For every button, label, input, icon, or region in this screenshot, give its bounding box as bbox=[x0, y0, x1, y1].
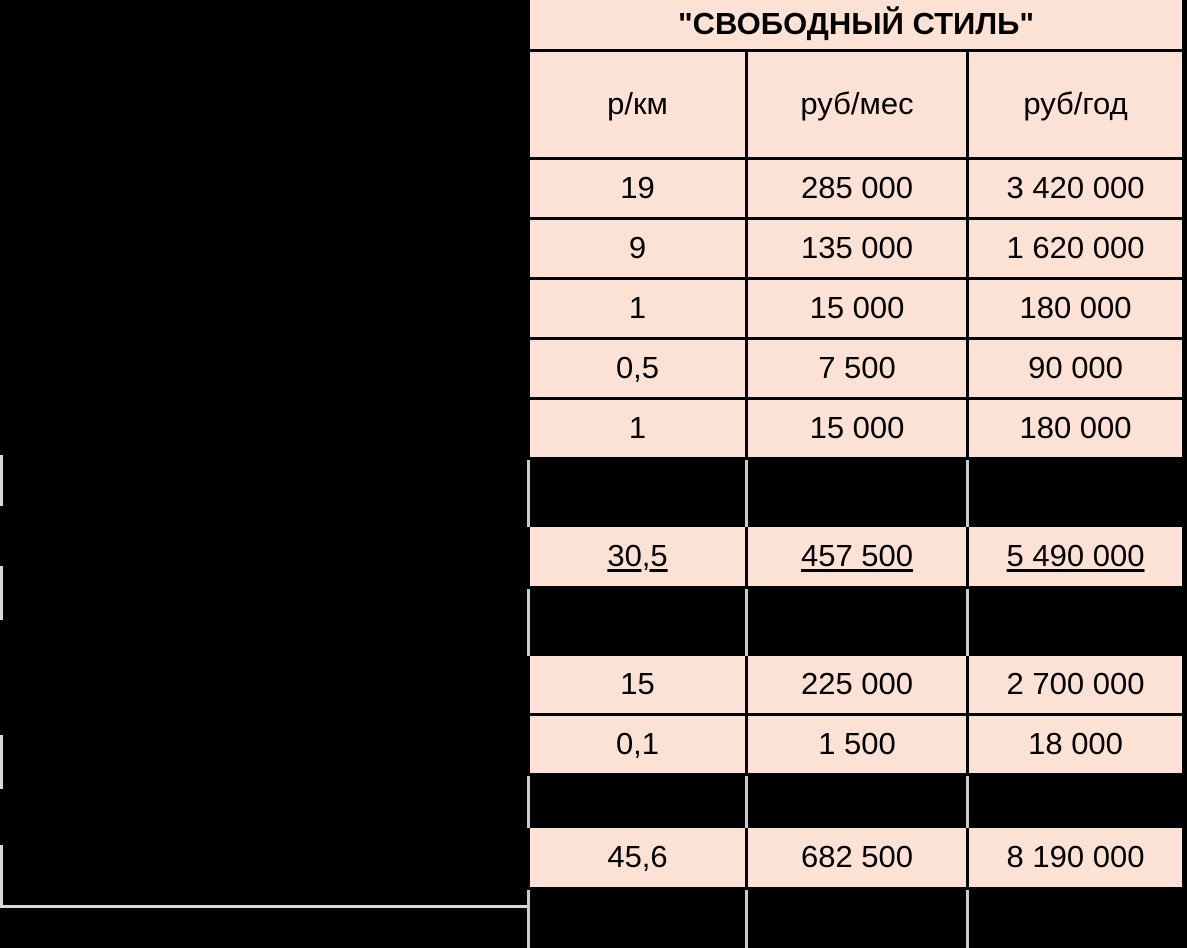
redacted-cell bbox=[747, 588, 968, 655]
edge-rule-mark bbox=[0, 735, 3, 789]
table-title-row: "СВОБОДНЫЙ СТИЛЬ" bbox=[529, 0, 1184, 51]
cell-subtotal-rub-per-month: 457 500 bbox=[747, 526, 968, 588]
table-title: "СВОБОДНЫЙ СТИЛЬ" bbox=[529, 0, 1184, 51]
cell-rub-per-km: 1 bbox=[529, 279, 747, 339]
cell-rub-per-km: 0,1 bbox=[529, 715, 747, 775]
redacted-row bbox=[529, 459, 1184, 526]
cell-subtotal-rub-per-km: 30,5 bbox=[529, 526, 747, 588]
cell-rub-per-month: 135 000 bbox=[747, 219, 968, 279]
cell-rub-per-year: 3 420 000 bbox=[968, 159, 1184, 219]
table-row: 1 15 000 180 000 bbox=[529, 279, 1184, 339]
cell-rub-per-km: 9 bbox=[529, 219, 747, 279]
cell-total-rub-per-month: 682 500 bbox=[747, 827, 968, 889]
cell-rub-per-month: 225 000 bbox=[747, 655, 968, 715]
redacted-cell bbox=[747, 889, 968, 948]
cell-total-rub-per-year: 8 190 000 bbox=[968, 827, 1184, 889]
table-row-grand-total: 45,6 682 500 8 190 000 bbox=[529, 827, 1184, 889]
redacted-cell bbox=[968, 775, 1184, 827]
redacted-cell bbox=[747, 775, 968, 827]
redacted-cell bbox=[968, 459, 1184, 526]
column-header-rub-per-month: руб/мес bbox=[747, 51, 968, 159]
cell-rub-per-month: 15 000 bbox=[747, 399, 968, 459]
edge-rule-mark bbox=[0, 566, 3, 620]
cell-rub-per-year: 2 700 000 bbox=[968, 655, 1184, 715]
edge-rule-mark bbox=[0, 845, 3, 905]
redacted-cell bbox=[529, 775, 747, 827]
cell-subtotal-rub-per-year: 5 490 000 bbox=[968, 526, 1184, 588]
cell-total-rub-per-km: 45,6 bbox=[529, 827, 747, 889]
redacted-row bbox=[529, 775, 1184, 827]
cell-rub-per-year: 180 000 bbox=[968, 279, 1184, 339]
redacted-cell bbox=[968, 588, 1184, 655]
table-header-row: р/км руб/мес руб/год bbox=[529, 51, 1184, 159]
cell-rub-per-year: 180 000 bbox=[968, 399, 1184, 459]
cell-rub-per-month: 285 000 bbox=[747, 159, 968, 219]
price-table: "СВОБОДНЫЙ СТИЛЬ" р/км руб/мес руб/год 1… bbox=[527, 0, 1185, 948]
edge-rule-mark bbox=[0, 455, 3, 506]
redacted-row bbox=[529, 588, 1184, 655]
page-root: "СВОБОДНЫЙ СТИЛЬ" р/км руб/мес руб/год 1… bbox=[0, 0, 1187, 908]
redacted-row bbox=[529, 889, 1184, 948]
cell-rub-per-km: 1 bbox=[529, 399, 747, 459]
table-row: 0,5 7 500 90 000 bbox=[529, 339, 1184, 399]
redacted-cell bbox=[747, 459, 968, 526]
table-row: 19 285 000 3 420 000 bbox=[529, 159, 1184, 219]
table-row: 9 135 000 1 620 000 bbox=[529, 219, 1184, 279]
cell-rub-per-km: 15 bbox=[529, 655, 747, 715]
table-row: 1 15 000 180 000 bbox=[529, 399, 1184, 459]
cell-rub-per-km: 0,5 bbox=[529, 339, 747, 399]
redacted-cell bbox=[529, 588, 747, 655]
column-header-rub-per-year: руб/год bbox=[968, 51, 1184, 159]
cell-rub-per-month: 15 000 bbox=[747, 279, 968, 339]
redacted-cell bbox=[968, 889, 1184, 948]
redacted-cell bbox=[529, 459, 747, 526]
table-row: 0,1 1 500 18 000 bbox=[529, 715, 1184, 775]
table-row: 15 225 000 2 700 000 bbox=[529, 655, 1184, 715]
cell-rub-per-month: 1 500 bbox=[747, 715, 968, 775]
redacted-left-pane bbox=[0, 0, 527, 908]
column-header-rub-per-km: р/км bbox=[529, 51, 747, 159]
cell-rub-per-km: 19 bbox=[529, 159, 747, 219]
cell-rub-per-year: 1 620 000 bbox=[968, 219, 1184, 279]
cell-rub-per-month: 7 500 bbox=[747, 339, 968, 399]
cell-rub-per-year: 18 000 bbox=[968, 715, 1184, 775]
price-table-container: "СВОБОДНЫЙ СТИЛЬ" р/км руб/мес руб/год 1… bbox=[527, 0, 1182, 908]
cell-rub-per-year: 90 000 bbox=[968, 339, 1184, 399]
table-row-subtotal: 30,5 457 500 5 490 000 bbox=[529, 526, 1184, 588]
redacted-cell bbox=[529, 889, 747, 948]
